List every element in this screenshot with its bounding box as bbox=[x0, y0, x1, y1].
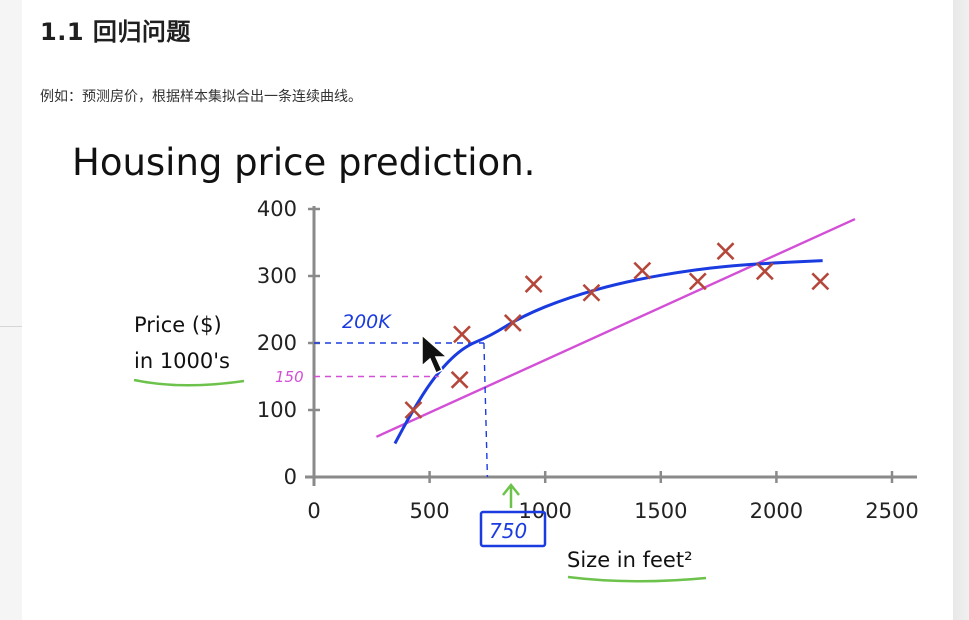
straight-line-fit bbox=[375, 217, 856, 438]
data-point-x-mark bbox=[453, 325, 471, 344]
axes bbox=[305, 206, 917, 486]
scrollbar-track[interactable] bbox=[953, 0, 969, 620]
y-axis-label-line2: in 1000's bbox=[134, 349, 230, 373]
data-point-x-mark bbox=[755, 262, 774, 281]
query-size-label: 750 bbox=[489, 519, 527, 543]
query-arrow-icon bbox=[502, 482, 520, 508]
data-point-x-mark bbox=[633, 261, 652, 280]
data-point-x-mark bbox=[503, 313, 522, 332]
x-tick-label: 2500 bbox=[865, 499, 918, 523]
y-tick-label: 300 bbox=[257, 264, 297, 288]
housing-price-figure: Housing price prediction. 0 500 1000 1500 20… bbox=[72, 141, 919, 583]
mouse-cursor-icon bbox=[421, 333, 449, 375]
data-point-x-mark bbox=[688, 272, 707, 291]
annotation-150: 150 bbox=[275, 368, 304, 386]
prediction-guides bbox=[314, 342, 489, 478]
x-tick-label: 2000 bbox=[750, 499, 803, 523]
quadratic-curve-fit bbox=[393, 259, 823, 445]
query-size-box bbox=[479, 510, 547, 548]
x-label-green-underline bbox=[567, 575, 707, 583]
y-tick-label: 400 bbox=[257, 197, 297, 221]
gutter-divider bbox=[0, 326, 22, 327]
guide-750-vertical bbox=[483, 342, 489, 478]
y-label-green-underline bbox=[133, 378, 245, 387]
x-tick-label: 0 bbox=[307, 499, 320, 523]
data-point-x-mark bbox=[716, 242, 735, 261]
data-point-x-mark bbox=[811, 272, 830, 291]
chart-title: Housing price prediction. bbox=[72, 141, 535, 184]
y-tick-label: 200 bbox=[257, 331, 297, 355]
data-point-x-mark bbox=[404, 401, 423, 419]
training-examples bbox=[404, 242, 830, 419]
section-heading: 1.1 回归问题 bbox=[40, 18, 191, 46]
example-caption: 例如：预测房价，根据样本集拟合出一条连续曲线。 bbox=[40, 89, 362, 105]
x-tick-label: 1500 bbox=[634, 499, 687, 523]
left-gutter bbox=[0, 0, 23, 620]
data-point-x-mark bbox=[524, 275, 543, 293]
data-point-x-mark bbox=[582, 283, 601, 302]
x-axis-label: Size in feet² bbox=[567, 548, 693, 572]
x-tick-label: 500 bbox=[410, 499, 450, 523]
y-tick-label: 100 bbox=[257, 398, 297, 422]
data-point-x-mark bbox=[450, 370, 469, 389]
y-tick-label: 0 bbox=[284, 465, 297, 489]
annotation-200k: 200K bbox=[342, 311, 392, 333]
document-page: 1.1 回归问题 例如：预测房价，根据样本集拟合出一条连续曲线。 bbox=[22, 0, 953, 620]
y-axis-label-line1: Price ($) bbox=[134, 313, 222, 337]
